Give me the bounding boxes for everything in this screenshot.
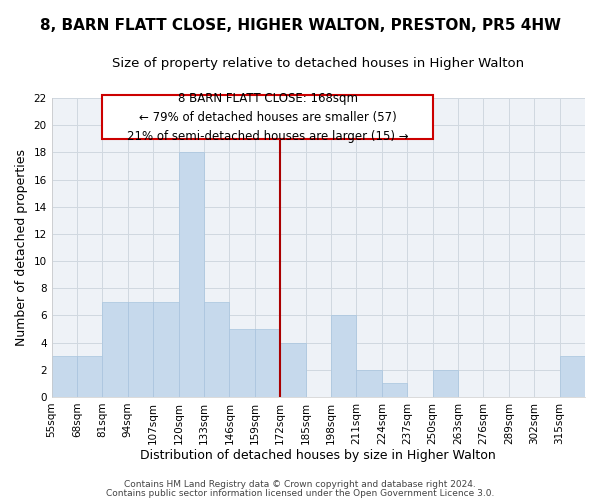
FancyBboxPatch shape (103, 96, 433, 139)
Title: Size of property relative to detached houses in Higher Walton: Size of property relative to detached ho… (112, 58, 524, 70)
Bar (560, 356, 585, 397)
Bar (52, 356, 77, 397)
Bar (433, 370, 458, 397)
Text: 8 BARN FLATT CLOSE: 168sqm
← 79% of detached houses are smaller (57)
21% of semi: 8 BARN FLATT CLOSE: 168sqm ← 79% of deta… (127, 92, 409, 142)
Bar (77, 356, 103, 397)
Bar (153, 302, 179, 397)
Text: 8, BARN FLATT CLOSE, HIGHER WALTON, PRESTON, PR5 4HW: 8, BARN FLATT CLOSE, HIGHER WALTON, PRES… (40, 18, 560, 32)
Bar (356, 370, 382, 397)
Y-axis label: Number of detached properties: Number of detached properties (15, 149, 28, 346)
Bar (103, 302, 128, 397)
Bar (382, 384, 407, 397)
Bar (280, 342, 305, 397)
Text: Contains HM Land Registry data © Crown copyright and database right 2024.: Contains HM Land Registry data © Crown c… (124, 480, 476, 489)
Bar (229, 329, 255, 397)
Bar (331, 316, 356, 397)
Bar (128, 302, 153, 397)
Bar (179, 152, 204, 397)
Bar (255, 329, 280, 397)
X-axis label: Distribution of detached houses by size in Higher Walton: Distribution of detached houses by size … (140, 450, 496, 462)
Bar (204, 302, 229, 397)
Text: Contains public sector information licensed under the Open Government Licence 3.: Contains public sector information licen… (106, 488, 494, 498)
